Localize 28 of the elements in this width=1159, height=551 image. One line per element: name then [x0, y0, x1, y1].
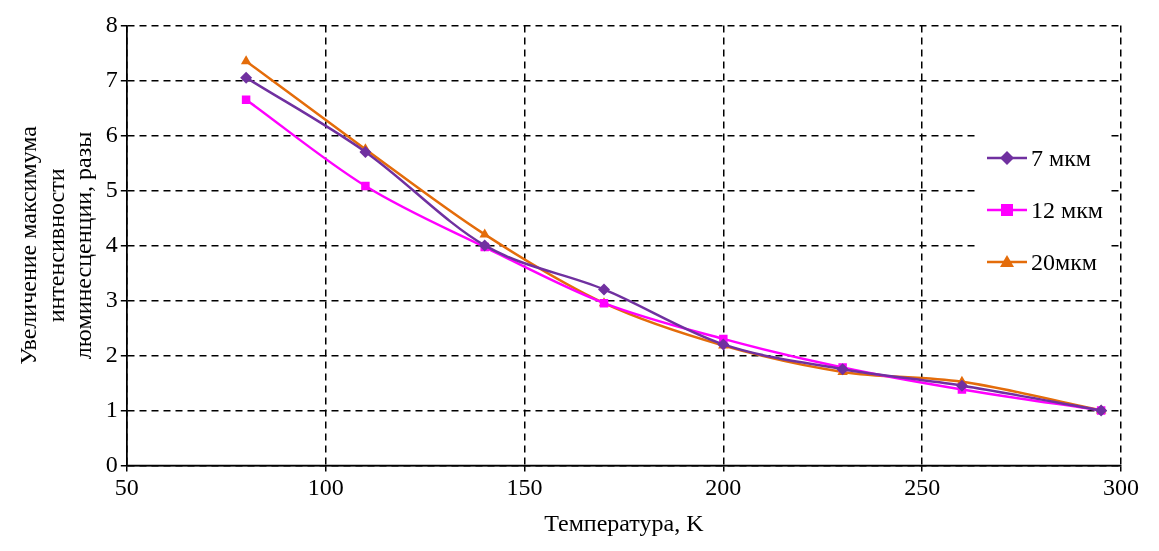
- y-axis-title: Увеличение максимума интенсивности люминесценции, разы: [15, 125, 97, 365]
- y-tick-label: 5: [105, 175, 118, 202]
- x-tick-label: 300: [1103, 474, 1139, 501]
- point: [361, 181, 370, 191]
- x-tick-label: 150: [506, 474, 543, 501]
- legend-label: 12 мкм: [1030, 196, 1103, 224]
- point: [955, 379, 968, 392]
- y-tick-label: 7: [105, 65, 118, 92]
- x-tick-label: 100: [307, 474, 344, 501]
- point: [241, 95, 251, 104]
- y-tick-label: 1: [105, 395, 118, 422]
- x-axis-title: Температура, K: [544, 509, 705, 536]
- x-tick-label: 50: [114, 474, 139, 501]
- point: [240, 71, 253, 84]
- legend-label: 7 мкм: [1030, 144, 1091, 172]
- point: [240, 55, 252, 65]
- y-tick-label: 0: [105, 450, 118, 477]
- y-tick-label: 4: [105, 230, 118, 257]
- x-tick-label: 250: [904, 474, 941, 501]
- y-tick-label: 6: [105, 120, 118, 147]
- point: [479, 228, 490, 238]
- y-tick-label: 2: [105, 340, 118, 367]
- point: [598, 283, 611, 296]
- x-tick-label: 200: [705, 474, 742, 501]
- y-tick-label: 8: [105, 10, 118, 37]
- point: [359, 145, 372, 158]
- legend-label: 20мкм: [1030, 248, 1097, 276]
- y-tick-label: 3: [105, 285, 118, 312]
